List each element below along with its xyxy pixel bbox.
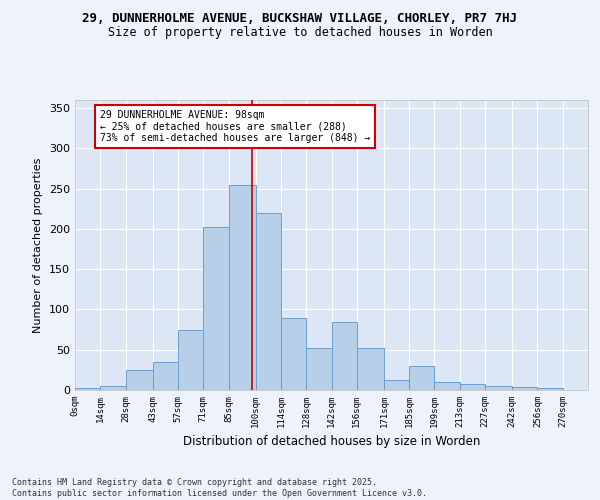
Bar: [203, 228, 229, 390]
Text: Size of property relative to detached houses in Worden: Size of property relative to detached ho…: [107, 26, 493, 39]
Y-axis label: Number of detached properties: Number of detached properties: [34, 158, 43, 332]
Bar: [125, 370, 152, 390]
Bar: [256, 213, 281, 390]
Text: 29, DUNNERHOLME AVENUE, BUCKSHAW VILLAGE, CHORLEY, PR7 7HJ: 29, DUNNERHOLME AVENUE, BUCKSHAW VILLAGE…: [83, 12, 517, 26]
Bar: [434, 382, 460, 390]
Bar: [538, 388, 563, 390]
Bar: [357, 348, 384, 390]
Bar: [384, 380, 409, 390]
Bar: [512, 387, 538, 390]
Bar: [306, 348, 331, 390]
Bar: [281, 318, 306, 390]
Bar: [100, 386, 125, 390]
X-axis label: Distribution of detached houses by size in Worden: Distribution of detached houses by size …: [183, 436, 480, 448]
Bar: [75, 388, 100, 390]
Text: Contains HM Land Registry data © Crown copyright and database right 2025.
Contai: Contains HM Land Registry data © Crown c…: [12, 478, 427, 498]
Bar: [460, 384, 485, 390]
Text: 29 DUNNERHOLME AVENUE: 98sqm
← 25% of detached houses are smaller (288)
73% of s: 29 DUNNERHOLME AVENUE: 98sqm ← 25% of de…: [100, 110, 371, 143]
Bar: [331, 322, 357, 390]
Bar: [409, 366, 434, 390]
Bar: [229, 184, 256, 390]
Bar: [178, 330, 203, 390]
Bar: [485, 386, 512, 390]
Bar: [152, 362, 178, 390]
